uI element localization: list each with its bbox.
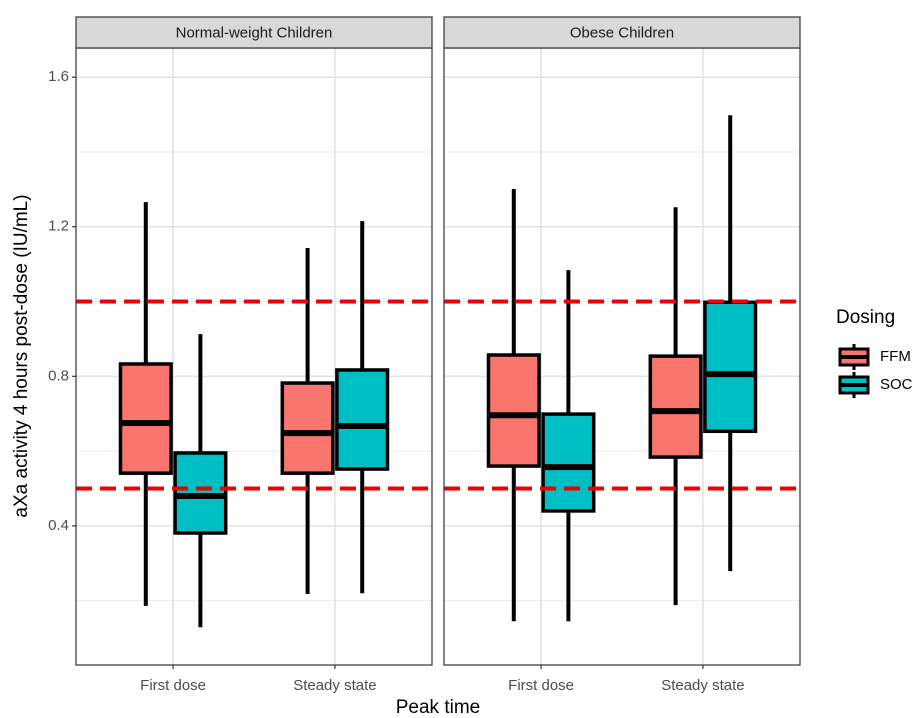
y-tick-label: 0.8 xyxy=(48,367,69,384)
x-tick-label: Steady state xyxy=(293,677,376,694)
box xyxy=(486,353,541,468)
box xyxy=(335,368,390,471)
y-axis-title: aXa activity 4 hours post-dose (IU/mL) xyxy=(11,194,32,517)
legend-label: FFM xyxy=(880,348,911,365)
legend-label: SOC xyxy=(880,376,913,393)
box xyxy=(118,362,173,475)
x-tick-label: First dose xyxy=(140,677,206,694)
strip-label: Normal-weight Children xyxy=(176,24,333,41)
strip-label: Obese Children xyxy=(570,24,674,41)
box xyxy=(280,381,335,475)
strip xyxy=(443,16,801,49)
x-tick-label: Steady state xyxy=(661,677,744,694)
panel-background xyxy=(76,48,432,665)
y-tick-label: 1.2 xyxy=(48,218,69,235)
y-tick-label: 1.6 xyxy=(48,68,69,85)
y-tick-label: 0.4 xyxy=(48,517,69,534)
legend-title: Dosing xyxy=(836,307,895,328)
box xyxy=(703,300,758,434)
strip xyxy=(75,16,433,49)
box xyxy=(541,412,596,513)
x-tick-label: First dose xyxy=(508,677,574,694)
box xyxy=(648,354,703,459)
x-axis-title: Peak time xyxy=(396,697,480,718)
